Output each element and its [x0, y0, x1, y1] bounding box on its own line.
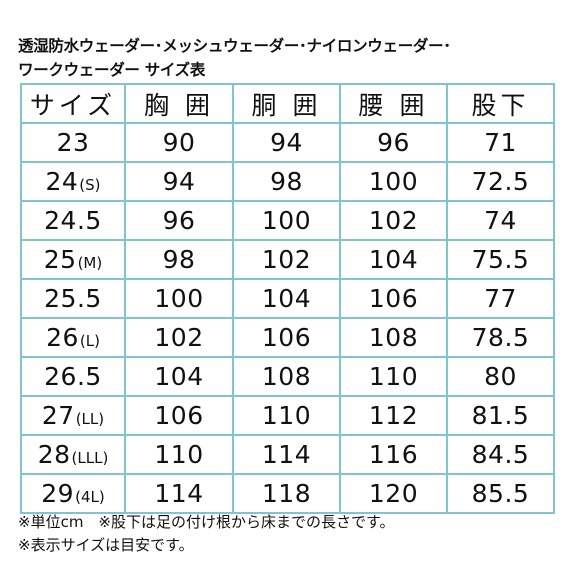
chart-title-line-1: 透湿防水ウェーダー･メッシュウェーダー･ナイロンウェーダー･: [18, 37, 451, 55]
chest-cell: 100: [124, 278, 234, 319]
size-cell: 26(L): [20, 317, 126, 358]
waist-cell: 102: [232, 239, 341, 280]
table-row: 29(4L) 114 118 120 85.5: [20, 473, 555, 514]
hip-cell: 106: [339, 278, 448, 319]
chest-cell: 98: [124, 239, 234, 280]
size-cell: 29(4L): [20, 473, 126, 514]
inseam-cell: 74: [446, 200, 555, 241]
waist-cell: 114: [232, 434, 341, 475]
header-chest: 胸 囲: [124, 83, 234, 124]
size-value: 24: [45, 167, 79, 196]
inseam-cell: 71: [446, 122, 555, 163]
header-hip: 腰 囲: [339, 83, 448, 124]
size-letter: (LL): [75, 410, 105, 428]
size-cell: 27(LL): [20, 395, 126, 436]
size-value: 26.5: [44, 362, 102, 391]
hip-cell: 110: [339, 356, 448, 397]
size-letter: (M): [77, 254, 103, 272]
chest-cell: 114: [124, 473, 234, 514]
size-letter: (4L): [75, 488, 105, 506]
size-value: 29: [41, 479, 75, 508]
size-cell: 25.5: [20, 278, 126, 319]
table-row: 25.5 100 104 106 77: [20, 278, 555, 319]
size-letter: (L): [79, 332, 100, 350]
hip-cell: 96: [339, 122, 448, 163]
inseam-cell: 77: [446, 278, 555, 319]
size-guide-note: ※表示サイズは目安です。: [18, 536, 194, 554]
waist-cell: 118: [232, 473, 341, 514]
chest-cell: 90: [124, 122, 234, 163]
inseam-cell: 78.5: [446, 317, 555, 358]
hip-cell: 120: [339, 473, 448, 514]
inseam-cell: 84.5: [446, 434, 555, 475]
size-letter: (S): [79, 176, 101, 194]
hip-cell: 112: [339, 395, 448, 436]
table-row: 23 90 94 96 71: [20, 122, 555, 163]
inseam-cell: 85.5: [446, 473, 555, 514]
waist-cell: 94: [232, 122, 341, 163]
size-cell: 25(M): [20, 239, 126, 280]
table-row: 24(S) 94 98 100 72.5: [20, 161, 555, 202]
chest-cell: 110: [124, 434, 234, 475]
size-letter: (LLL): [71, 449, 109, 467]
size-value: 23: [56, 128, 90, 157]
header-waist: 胴 囲: [232, 83, 341, 124]
inseam-cell: 72.5: [446, 161, 555, 202]
chart-title-line-2: ワークウェーダー サイズ表: [18, 61, 206, 79]
inseam-cell: 75.5: [446, 239, 555, 280]
hip-cell: 100: [339, 161, 448, 202]
chest-cell: 96: [124, 200, 234, 241]
table-row: 26(L) 102 106 108 78.5: [20, 317, 555, 358]
hip-cell: 104: [339, 239, 448, 280]
waist-cell: 104: [232, 278, 341, 319]
chest-cell: 102: [124, 317, 234, 358]
table-row: 26.5 104 108 110 80: [20, 356, 555, 397]
chest-cell: 94: [124, 161, 234, 202]
size-table: サイズ 胸 囲 胴 囲 腰 囲 股下 23 90 94 96 71 24(S) 94 98 10…: [20, 83, 555, 514]
waist-cell: 106: [232, 317, 341, 358]
hip-cell: 102: [339, 200, 448, 241]
size-value: 27: [41, 401, 75, 430]
table-row: 28(LLL) 110 114 116 84.5: [20, 434, 555, 475]
hip-cell: 108: [339, 317, 448, 358]
size-cell: 24(S): [20, 161, 126, 202]
header-row: サイズ 胸 囲 胴 囲 腰 囲 股下: [20, 83, 555, 124]
table-row: 24.5 96 100 102 74: [20, 200, 555, 241]
header-size: サイズ: [20, 83, 126, 124]
table-row: 27(LL) 106 110 112 81.5: [20, 395, 555, 436]
chest-cell: 104: [124, 356, 234, 397]
size-value: 26: [46, 323, 79, 352]
size-table-body: 23 90 94 96 71 24(S) 94 98 100 72.5 24.5 96 100 102 74…: [20, 122, 555, 514]
size-cell: 23: [20, 122, 126, 163]
size-value: 24.5: [44, 206, 102, 235]
size-cell: 28(LLL): [20, 434, 126, 475]
unit-note: ※単位cm ※股下は足の付け根から床までの長さです。: [18, 513, 395, 531]
size-cell: 26.5: [20, 356, 126, 397]
waist-cell: 98: [232, 161, 341, 202]
hip-cell: 116: [339, 434, 448, 475]
size-table-header: サイズ 胸 囲 胴 囲 腰 囲 股下: [20, 83, 555, 124]
table-row: 25(M) 98 102 104 75.5: [20, 239, 555, 280]
waist-cell: 110: [232, 395, 341, 436]
waist-cell: 100: [232, 200, 341, 241]
inseam-cell: 80: [446, 356, 555, 397]
chest-cell: 106: [124, 395, 234, 436]
header-inseam: 股下: [446, 83, 555, 124]
size-value: 25.5: [44, 284, 102, 313]
size-value: 25: [43, 245, 77, 274]
waist-cell: 108: [232, 356, 341, 397]
size-value: 28: [37, 440, 71, 469]
inseam-cell: 81.5: [446, 395, 555, 436]
size-cell: 24.5: [20, 200, 126, 241]
